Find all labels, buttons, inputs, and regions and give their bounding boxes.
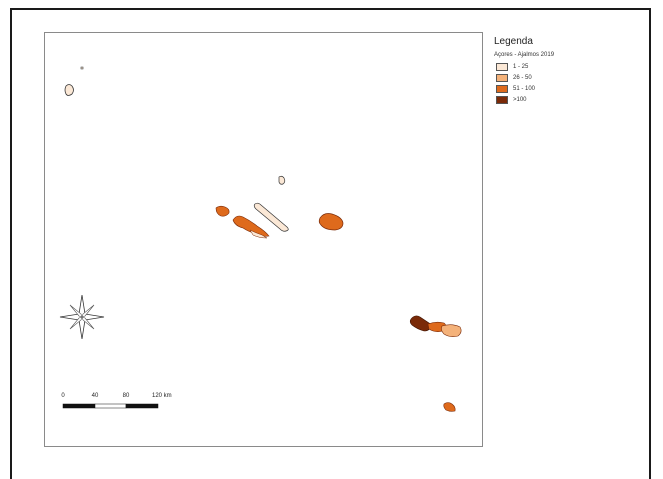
- legend-swatch: [496, 95, 508, 104]
- legend-label: 51 - 100: [513, 85, 536, 92]
- north-arrow-icon: [59, 294, 105, 340]
- island-santa-maria: [443, 402, 456, 412]
- island-sao-jorge: [253, 202, 289, 232]
- layout-frame: [10, 8, 651, 479]
- island-graciosa: [278, 175, 286, 185]
- legend-swatch: [496, 62, 508, 71]
- legend-swatch: [496, 84, 508, 93]
- legend-layer-name: Açores - Ajalmos 2019: [494, 52, 555, 58]
- scale-bar-seg-2: [94, 403, 127, 409]
- island-flores: [64, 84, 74, 96]
- map-frame: [44, 32, 483, 447]
- legend-title: Legenda: [494, 36, 533, 47]
- scale-tick-2: 80: [123, 393, 130, 399]
- legend-item: 1 - 25: [496, 61, 644, 72]
- island-corvo: [80, 66, 84, 70]
- island-faial: [215, 205, 230, 217]
- island-terceira: [318, 213, 344, 231]
- legend-item: 26 - 50: [496, 72, 644, 83]
- legend-swatch: [496, 73, 508, 82]
- legend-item: >100: [496, 94, 644, 105]
- island-pico-east: [249, 229, 268, 239]
- scale-bar-seg-3: [125, 403, 159, 409]
- scale-tick-3: 120 km: [152, 393, 172, 399]
- scale-bar-seg-1: [62, 403, 96, 409]
- legend-label: 1 - 25: [513, 63, 529, 70]
- island-sao-miguel-west: [409, 315, 433, 332]
- scale-bar: 0 40 80 120 km: [61, 393, 172, 409]
- legend: Legenda Açores - Ajalmos 2019 1 - 25 26 …: [494, 36, 644, 105]
- island-pico: [232, 215, 270, 237]
- scale-tick-0: 0: [61, 393, 65, 399]
- legend-label: 26 - 50: [513, 74, 532, 81]
- island-sao-miguel-east: [441, 324, 462, 337]
- legend-label: >100: [513, 96, 527, 103]
- legend-item: 51 - 100: [496, 83, 644, 94]
- scale-tick-1: 40: [92, 393, 99, 399]
